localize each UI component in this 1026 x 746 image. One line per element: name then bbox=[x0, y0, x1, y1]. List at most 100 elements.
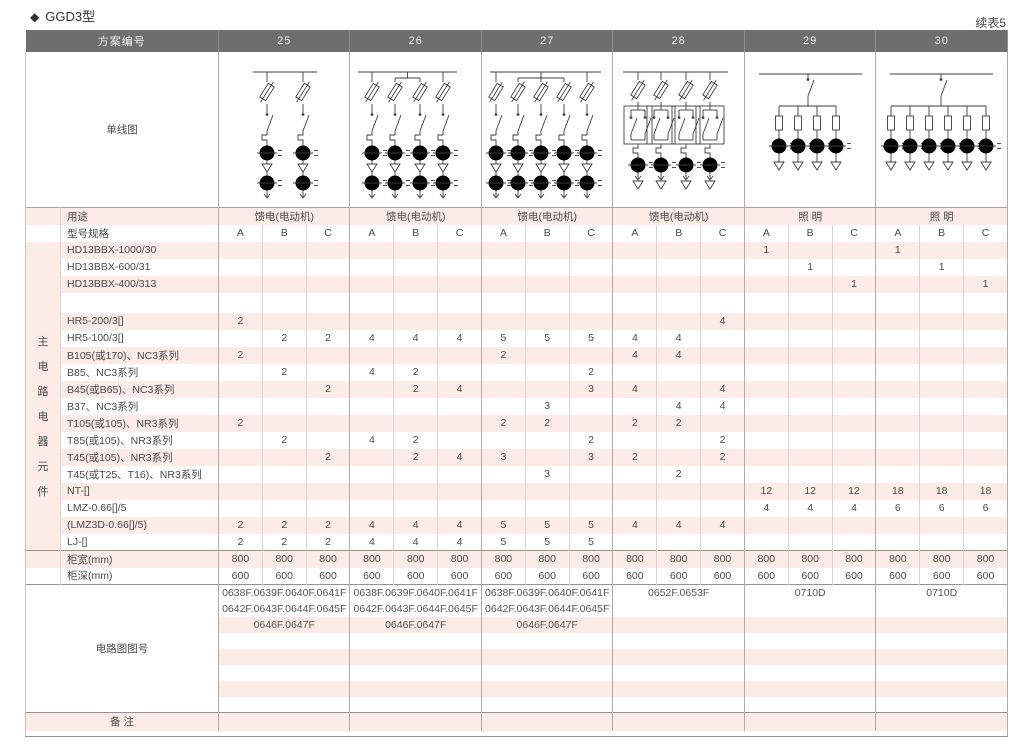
component-value-cell: 2 bbox=[481, 346, 526, 364]
component-value-cell bbox=[481, 431, 526, 449]
phase-header: B bbox=[525, 224, 570, 242]
component-value-cell bbox=[700, 258, 745, 276]
component-value-cell: 4 bbox=[437, 380, 482, 398]
component-value-cell bbox=[919, 397, 965, 415]
component-value-cell bbox=[525, 363, 570, 381]
component-value-cell bbox=[832, 516, 877, 534]
component-value-cell: 2 bbox=[393, 380, 439, 398]
diagram-cell bbox=[349, 52, 482, 208]
component-value-cell: 4 bbox=[437, 516, 482, 534]
circuit-number-row: 0646F.0647F 0646F.0647F 0646F.0647F bbox=[26, 616, 1008, 633]
component-value-cell bbox=[481, 258, 526, 276]
circuit-number-cell bbox=[218, 680, 351, 697]
single-line-diagram-29 bbox=[758, 73, 862, 171]
usage-value: 馈电(电动机) bbox=[481, 207, 614, 225]
component-value-cell bbox=[306, 275, 351, 293]
component-value-cell: 4 bbox=[393, 516, 439, 534]
phase-header: C bbox=[306, 224, 351, 242]
component-value-cell bbox=[744, 397, 789, 415]
component-value-cell bbox=[832, 363, 877, 381]
component-value-cell: 1 bbox=[919, 258, 965, 276]
cabinet-width-row-label: 柜宽(mm) bbox=[60, 550, 219, 568]
usage-row: 用途 馈电(电动机) 馈电(电动机) 馈电(电动机) 馈电(电动机) 照 明照 明 bbox=[25, 207, 1008, 225]
cabinet-width-row-value-cell: 800 bbox=[437, 550, 482, 568]
component-value-cell bbox=[218, 380, 263, 398]
component-value-cell bbox=[963, 380, 1008, 398]
component-value-cell bbox=[875, 380, 921, 398]
single-line-diagram-26 bbox=[358, 71, 459, 199]
usage-value: 照 明 bbox=[875, 207, 1008, 225]
component-value-cell bbox=[218, 329, 263, 347]
component-value-cell bbox=[218, 292, 263, 313]
usage-label: 用途 bbox=[60, 207, 219, 225]
component-value-cell bbox=[656, 482, 702, 500]
component-value-cell bbox=[481, 465, 526, 483]
component-value-cell bbox=[788, 346, 833, 364]
component-value-cell: 4 bbox=[700, 380, 745, 398]
component-value-cell bbox=[306, 241, 351, 259]
circuit-number-cell bbox=[218, 632, 351, 649]
component-value-cell bbox=[437, 346, 482, 364]
component-value-cell bbox=[744, 380, 789, 398]
component-value-cell: 18 bbox=[963, 482, 1008, 500]
circuit-number-cell bbox=[875, 648, 1008, 665]
component-value-cell bbox=[612, 292, 658, 313]
component-value-cell bbox=[963, 516, 1008, 534]
component-value-cell: 2 bbox=[569, 431, 614, 449]
component-value-cell: 5 bbox=[525, 329, 570, 347]
tail-cell bbox=[218, 730, 350, 737]
component-value-cell bbox=[875, 397, 921, 415]
component-value-cell bbox=[832, 241, 877, 259]
component-value-cell bbox=[569, 414, 614, 432]
circuit-number-cell: 0646F.0647F bbox=[349, 616, 482, 633]
component-value-cell bbox=[919, 533, 965, 551]
component-value-cell bbox=[744, 292, 789, 313]
component-value-cell bbox=[525, 258, 570, 276]
component-value-cell bbox=[832, 448, 877, 466]
component-value-cell bbox=[525, 275, 570, 293]
usage-value: 馈电(电动机) bbox=[612, 207, 745, 225]
component-label: LJ-[] bbox=[60, 533, 219, 551]
cabinet-depth-row-value-cell: 600 bbox=[700, 567, 745, 585]
component-value-cell: 3 bbox=[481, 448, 526, 466]
component-label: T45(或T25、T16)、NR3系列 bbox=[60, 465, 219, 483]
cabinet-depth-row-value-cell: 600 bbox=[612, 567, 658, 585]
scheme-number: 27 bbox=[481, 30, 614, 52]
remark-row: 备 注 bbox=[25, 712, 1008, 731]
component-value-cell bbox=[788, 275, 833, 293]
component-value-cell bbox=[481, 275, 526, 293]
component-value-cell bbox=[919, 275, 965, 293]
component-value-cell: 2 bbox=[218, 516, 263, 534]
component-value-cell bbox=[525, 241, 570, 259]
component-value-cell bbox=[481, 292, 526, 313]
scheme-number: 29 bbox=[744, 30, 877, 52]
component-value-cell bbox=[919, 241, 965, 259]
component-value-cell bbox=[700, 241, 745, 259]
component-value-cell bbox=[700, 346, 745, 364]
component-value-cell bbox=[832, 533, 877, 551]
component-value-cell bbox=[481, 241, 526, 259]
component-value-cell bbox=[788, 431, 833, 449]
component-value-cell bbox=[963, 346, 1008, 364]
component-value-cell bbox=[744, 363, 789, 381]
circuit-number-cell: 0638F.0639F.0640F.0641F bbox=[218, 584, 351, 601]
circuit-number-row bbox=[26, 680, 1008, 697]
component-value-cell bbox=[218, 448, 263, 466]
component-value-cell bbox=[656, 533, 702, 551]
component-value-cell bbox=[262, 448, 307, 466]
component-value-cell bbox=[393, 346, 439, 364]
circuit-number-cell bbox=[744, 696, 877, 713]
component-value-cell bbox=[218, 465, 263, 483]
component-value-cell bbox=[306, 258, 351, 276]
component-value-cell: 2 bbox=[262, 363, 307, 381]
scheme-header-label: 方案编号 bbox=[25, 30, 219, 52]
component-value-cell bbox=[525, 499, 570, 517]
single-line-diagram-28 bbox=[623, 71, 729, 190]
circuit-number-cell bbox=[612, 680, 745, 697]
component-value-cell bbox=[437, 465, 482, 483]
circuit-number-cell bbox=[744, 600, 877, 617]
circuit-number-cell bbox=[349, 648, 482, 665]
cabinet-width-row-value-cell: 800 bbox=[393, 550, 439, 568]
component-value-cell bbox=[700, 414, 745, 432]
component-label: HR5-200/3[] bbox=[60, 312, 219, 330]
